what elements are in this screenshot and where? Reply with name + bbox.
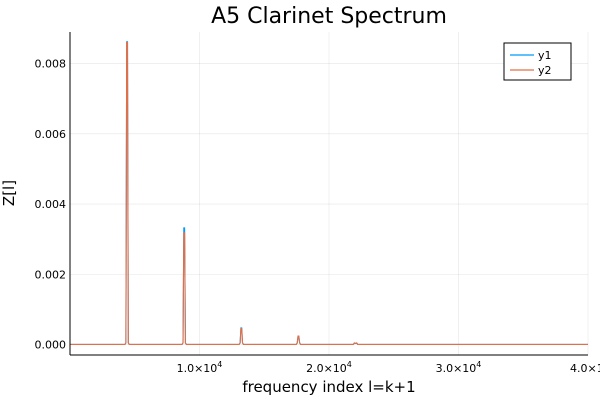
y-axis-label: Z[l] xyxy=(0,180,18,206)
legend: y1 y2 xyxy=(503,42,572,81)
series-y2-peak xyxy=(126,42,128,44)
legend-label-y2: y2 xyxy=(538,64,552,77)
series-y1-peak xyxy=(183,227,185,229)
x-tick-label: 4.0×104 xyxy=(570,360,600,375)
x-tick-labels: 1.0×104 2.0×104 3.0×104 4.0×104 xyxy=(177,360,600,375)
y-tick-label: 0.006 xyxy=(35,128,67,141)
series-y2-peak xyxy=(240,328,242,330)
grid xyxy=(70,32,589,355)
plot-series xyxy=(70,41,588,346)
y-tick-label: 0.002 xyxy=(35,268,67,281)
x-tick-label: 2.0×104 xyxy=(306,360,352,375)
x-axis-label: frequency index l=k+1 xyxy=(242,378,415,396)
y-tick-labels: 0.000 0.002 0.004 0.006 0.008 xyxy=(35,58,67,352)
x-tick-label: 3.0×104 xyxy=(436,360,482,375)
series-y2-peak xyxy=(355,342,357,344)
series-y2-peak xyxy=(183,232,185,234)
legend-label-y1: y1 xyxy=(538,49,552,62)
y-tick-label: 0.008 xyxy=(35,58,67,71)
y-tick-label: 0.000 xyxy=(35,338,67,351)
chart-title: A5 Clarinet Spectrum xyxy=(211,4,447,29)
x-tick-label: 1.0×104 xyxy=(177,360,223,375)
series-y2-peak xyxy=(297,335,299,337)
legend-box xyxy=(503,42,572,81)
y-tick-label: 0.004 xyxy=(35,198,67,211)
